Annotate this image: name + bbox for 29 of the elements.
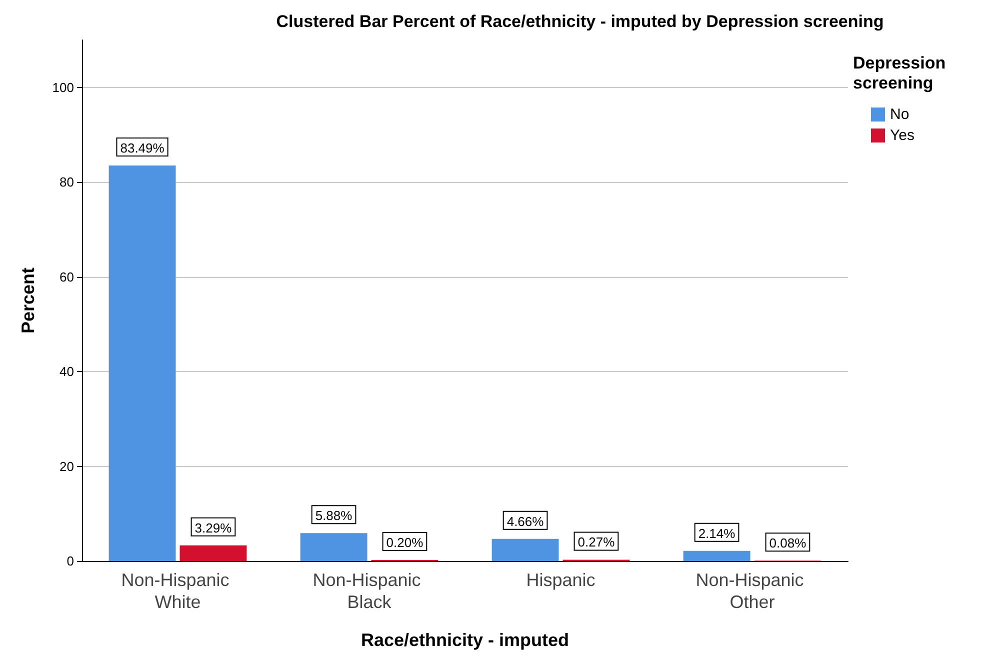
y-tick-label: 0 bbox=[66, 554, 74, 568]
data-label: 0.27% bbox=[578, 534, 616, 550]
x-tick-label: Non-Hispanic Other bbox=[696, 570, 809, 612]
data-label: 4.66% bbox=[506, 514, 544, 529]
x-axis-title: Race/ethnicity - imputed bbox=[360, 630, 570, 650]
data-label: 5.88% bbox=[315, 508, 353, 524]
data-label: 3.29% bbox=[194, 520, 232, 536]
y-tick-label: 80 bbox=[60, 174, 74, 190]
y-tick-label: 100 bbox=[52, 80, 74, 95]
bar bbox=[108, 166, 176, 561]
legend-label: No bbox=[890, 106, 910, 123]
y-tick-label: 60 bbox=[60, 269, 74, 284]
x-tick-label: Hispanic bbox=[526, 570, 596, 590]
chart-title: Clustered Bar Percent of Race/ethnicity - imputed by Depression screening bbox=[276, 12, 884, 31]
y-axis-title: Percent bbox=[18, 267, 38, 334]
data-label: 83.49% bbox=[120, 140, 165, 156]
y-tick-label: 20 bbox=[60, 458, 74, 474]
bar bbox=[683, 550, 750, 561]
bar bbox=[300, 533, 368, 561]
bar bbox=[180, 545, 247, 561]
x-tick-label: Non-Hispanic White bbox=[121, 570, 234, 612]
x-tick-label: Non-Hispanic Black bbox=[312, 570, 426, 612]
y-tick-label: 40 bbox=[60, 364, 74, 380]
data-label: 0.08% bbox=[769, 536, 807, 551]
data-label: 0.20% bbox=[386, 535, 424, 550]
data-label: 2.14% bbox=[698, 526, 736, 541]
bar bbox=[492, 538, 559, 561]
legend-title: Depression screening bbox=[853, 54, 950, 92]
legend-label: Yes bbox=[890, 127, 914, 144]
